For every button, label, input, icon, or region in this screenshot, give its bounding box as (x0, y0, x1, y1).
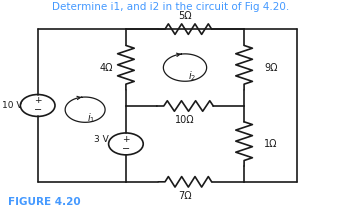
Text: Determine i1, and i2 in the circuit of Fig 4.20.: Determine i1, and i2 in the circuit of F… (52, 2, 289, 12)
Text: FIGURE 4.20: FIGURE 4.20 (8, 197, 80, 207)
Text: $i_1$: $i_1$ (87, 111, 95, 124)
Text: $i_2$: $i_2$ (188, 70, 197, 84)
Text: 10Ω: 10Ω (175, 115, 195, 125)
Text: 5Ω: 5Ω (178, 11, 192, 21)
Text: 3 V: 3 V (94, 135, 108, 144)
Text: 9Ω: 9Ω (264, 63, 277, 73)
Text: 7Ω: 7Ω (178, 191, 192, 201)
Text: +: + (34, 96, 42, 105)
Text: −: − (122, 144, 130, 153)
Text: 1Ω: 1Ω (264, 139, 277, 149)
Text: 4Ω: 4Ω (99, 63, 113, 73)
Text: −: − (33, 105, 42, 115)
Text: 10 V: 10 V (2, 101, 23, 110)
Text: +: + (122, 135, 130, 144)
